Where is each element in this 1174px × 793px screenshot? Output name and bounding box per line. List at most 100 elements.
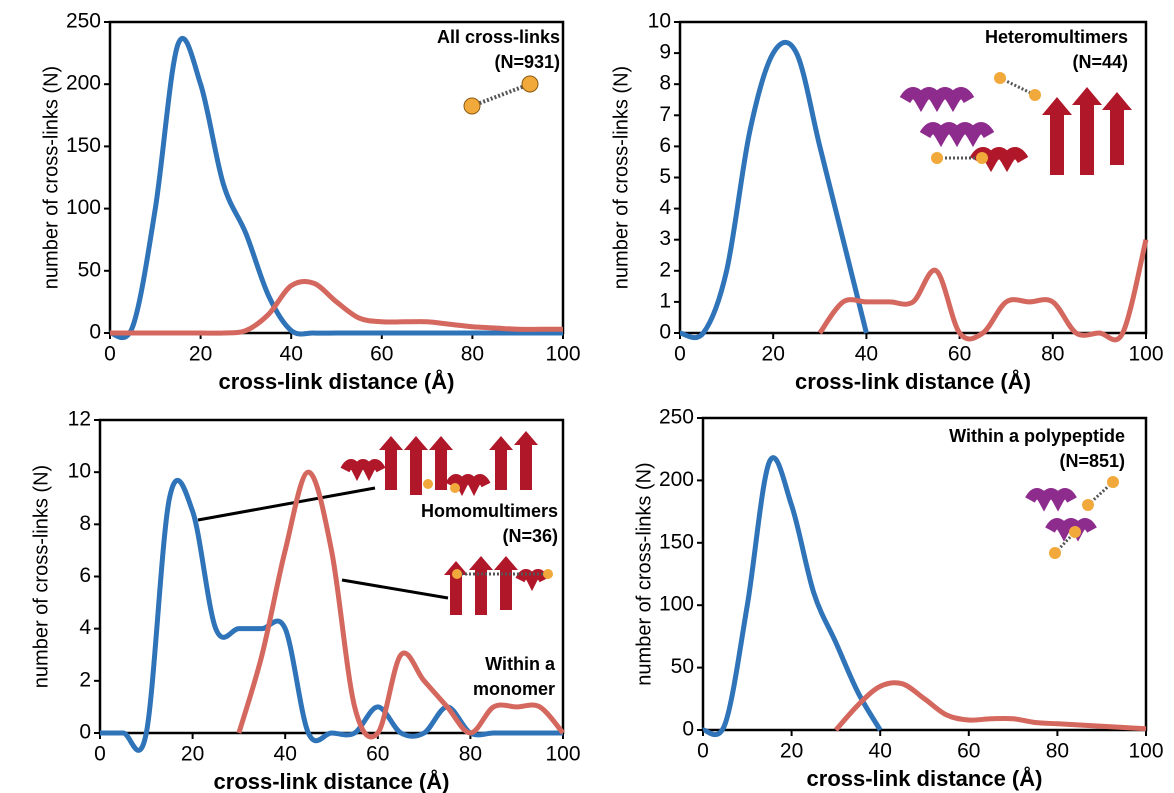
icon-residue: [1049, 547, 1061, 559]
x-tick-label: 0: [104, 343, 116, 366]
x-tick-label: 40: [274, 743, 297, 766]
y-tick-label: 0: [89, 321, 101, 344]
x-tick-label: 80: [1046, 740, 1069, 763]
icon-crosslink: [471, 82, 531, 108]
pointer: [197, 486, 376, 522]
y-tick-label: 10: [648, 10, 671, 33]
x-tick-label: 20: [189, 343, 212, 366]
x-tick-label: 40: [280, 343, 303, 366]
icons: [197, 72, 1132, 615]
series-line: [834, 680, 1147, 732]
y-tick-label: 0: [659, 321, 671, 344]
x-tick-label: 0: [674, 343, 686, 366]
strands: [444, 556, 518, 615]
annotation: Heteromultimers: [985, 27, 1128, 47]
icon-residue: [543, 569, 553, 579]
y-axis-label: number of cross-links (N): [40, 66, 62, 289]
x-axis-label: cross-link distance (Å): [214, 768, 450, 793]
y-tick-label: 100: [659, 593, 694, 616]
y-tick-label: 8: [79, 512, 91, 535]
icon-residue: [1107, 476, 1119, 488]
icon-residue: [452, 569, 462, 579]
y-tick-label: 2: [659, 258, 671, 281]
x-tick-label: 60: [366, 743, 389, 766]
y-tick-label: 50: [78, 258, 101, 281]
series-line: [817, 239, 1149, 343]
y-tick-label: 8: [659, 72, 671, 95]
icon-residue: [1029, 89, 1041, 101]
x-tick-label: 60: [370, 343, 393, 366]
icon-residue: [450, 483, 460, 493]
x-axis-label: cross-link distance (Å): [807, 765, 1043, 791]
y-tick-label: 10: [68, 460, 91, 483]
icon-crosslink: [999, 76, 1036, 97]
x-tick-label: 80: [1041, 343, 1064, 366]
plot-frame: [701, 416, 1148, 732]
annotation: (N=44): [1072, 52, 1128, 72]
series-line: [99, 478, 563, 753]
x-tick-label: 100: [1128, 740, 1163, 763]
y-tick-label: 5: [659, 165, 671, 188]
x-tick-label: 0: [697, 740, 709, 763]
y-tick-label: 4: [79, 616, 91, 639]
annotation: Homomultimers: [421, 501, 558, 521]
annotation: Within a: [485, 654, 556, 674]
y-tick-label: 3: [659, 227, 671, 250]
icon-residue: [463, 97, 481, 115]
y-tick-label: 12: [68, 408, 91, 431]
y-tick-label: 150: [66, 134, 101, 157]
x-tick-label: 20: [181, 743, 204, 766]
helix: [919, 122, 995, 148]
annotation: All cross-links: [437, 27, 560, 47]
series-line: [679, 39, 869, 341]
x-tick-label: 0: [94, 743, 106, 766]
x-tick-label: 60: [948, 343, 971, 366]
series-line: [109, 35, 563, 341]
y-axis-label: number of cross-links (N): [30, 465, 52, 688]
icon-residue: [1069, 526, 1081, 538]
x-tick-label: 80: [459, 743, 482, 766]
y-axis-label: number of cross-links (N): [610, 66, 632, 289]
y-tick-label: 4: [659, 196, 671, 219]
x-tick-label: 80: [461, 343, 484, 366]
helix: [1025, 488, 1077, 512]
icon-homomultimer: [197, 431, 553, 615]
y-tick-label: 2: [79, 668, 91, 691]
y-tick-label: 9: [659, 41, 671, 64]
annotation: Within a polypeptide: [949, 426, 1125, 446]
x-tick-label: 20: [762, 343, 785, 366]
strands: [379, 436, 453, 495]
series-line: [702, 455, 883, 738]
helix: [340, 459, 386, 482]
annotation: (N=851): [1059, 451, 1125, 471]
x-tick-label: 20: [780, 740, 803, 763]
x-tick-label: 100: [1128, 343, 1163, 366]
annotation: (N=931): [494, 52, 560, 72]
x-axis-label: cross-link distance (Å): [795, 368, 1031, 394]
y-axis-label: number of cross-links (N): [633, 462, 655, 685]
x-tick-label: 60: [957, 740, 980, 763]
y-tick-label: 6: [659, 134, 671, 157]
y-tick-label: 6: [79, 564, 91, 587]
helix: [1045, 518, 1097, 542]
y-tick-label: 1: [659, 289, 671, 312]
annotation: (N=36): [502, 526, 558, 546]
helix: [445, 474, 491, 497]
helix: [899, 87, 975, 113]
icon-heteromultimer: [899, 72, 1132, 175]
x-tick-label: 40: [869, 740, 892, 763]
y-tick-label: 250: [66, 10, 101, 33]
icon-residue: [994, 72, 1006, 84]
series-line: [236, 469, 565, 740]
icon-residue: [931, 152, 943, 164]
strands: [1042, 87, 1132, 175]
annotation: monomer: [473, 679, 555, 699]
y-tick-label: 200: [659, 468, 694, 491]
icon-residue: [1082, 499, 1094, 511]
series-line: [109, 278, 563, 336]
y-tick-label: 100: [66, 196, 101, 219]
x-tick-label: 100: [545, 743, 580, 766]
y-tick-label: 0: [79, 721, 91, 744]
pointer: [341, 578, 449, 600]
